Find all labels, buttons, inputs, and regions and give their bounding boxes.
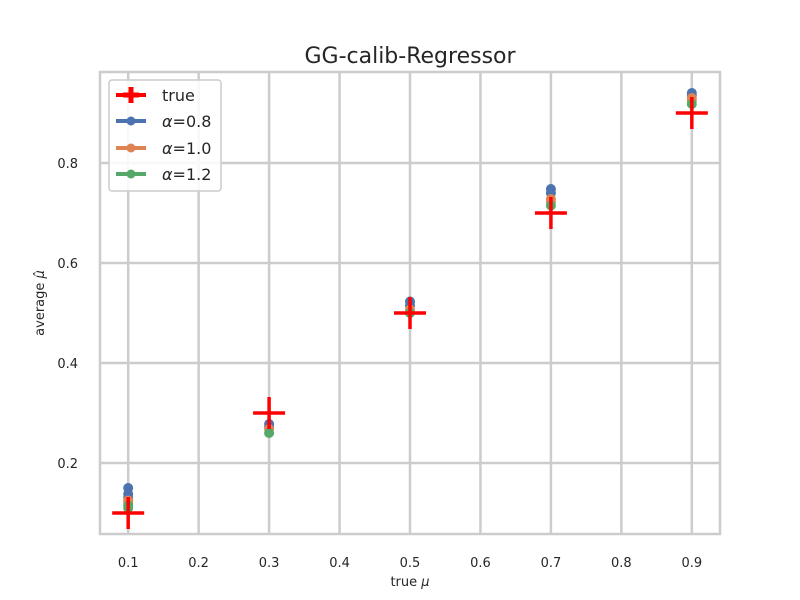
true-marker — [675, 97, 708, 129]
true-marker — [534, 197, 567, 229]
legend-alpha-08-marker — [126, 116, 136, 126]
x-tick-label: 0.5 — [400, 556, 421, 571]
marks-layer — [112, 88, 708, 529]
legend-alpha-08-value: =0.8 — [173, 112, 212, 131]
x-tick-label: 0.8 — [611, 556, 632, 571]
legend-true-label: true — [162, 86, 195, 105]
legend-alpha-12-symbol: α — [162, 165, 173, 184]
y-axis-label-symbol: μ̂ — [33, 270, 48, 279]
legend-alpha-10-value: =1.0 — [173, 139, 212, 158]
true-marker — [394, 297, 426, 329]
y-tick-label: 0.2 — [57, 457, 78, 472]
x-tick-label: 0.6 — [470, 556, 491, 571]
y-axis-label: average μ̂ — [33, 270, 48, 336]
x-tick-label: 0.1 — [118, 556, 139, 571]
x-tick-label: 0.7 — [541, 556, 562, 571]
true-marker — [253, 397, 286, 429]
chart-title: GG-calib-Regressor — [304, 44, 516, 69]
x-tick-label: 0.2 — [188, 556, 209, 571]
x-tick-label: 0.4 — [329, 556, 350, 571]
ticks-layer: 0.1 0.2 0.3 0.4 0.5 0.6 0.7 0.8 0.9 0.2 0.4 0.6 0.8 — [57, 157, 702, 571]
y-tick-label: 0.6 — [57, 257, 78, 272]
legend: true α=0.8 α=1.0 α=1.2 — [108, 79, 222, 192]
legend-alpha-12-value: =1.2 — [173, 165, 212, 184]
alpha-series-3-point — [264, 428, 275, 438]
true-marker — [112, 497, 145, 529]
legend-alpha-10-marker — [126, 143, 136, 153]
x-tick-label: 0.9 — [681, 556, 702, 571]
legend-box — [108, 79, 222, 192]
x-axis-label-symbol: μ — [420, 575, 429, 590]
plot-frame — [98, 70, 722, 536]
x-tick-label: 0.3 — [259, 556, 280, 571]
x-axis-label-prefix: true — [390, 575, 421, 590]
x-axis-label: true μ — [390, 575, 429, 590]
legend-alpha-08-symbol: α — [162, 112, 173, 131]
y-tick-label: 0.4 — [57, 357, 78, 372]
legend-alpha-10-symbol: α — [162, 139, 173, 158]
legend-alpha-10-label: α=1.0 — [162, 139, 211, 158]
legend-alpha-12-marker — [126, 169, 136, 179]
legend-alpha-08-label: α=0.8 — [162, 112, 211, 131]
legend-alpha-12-label: α=1.2 — [162, 165, 211, 184]
y-axis-label-prefix: average — [33, 278, 48, 335]
y-tick-label: 0.8 — [57, 157, 78, 172]
grid-layer — [100, 72, 720, 534]
